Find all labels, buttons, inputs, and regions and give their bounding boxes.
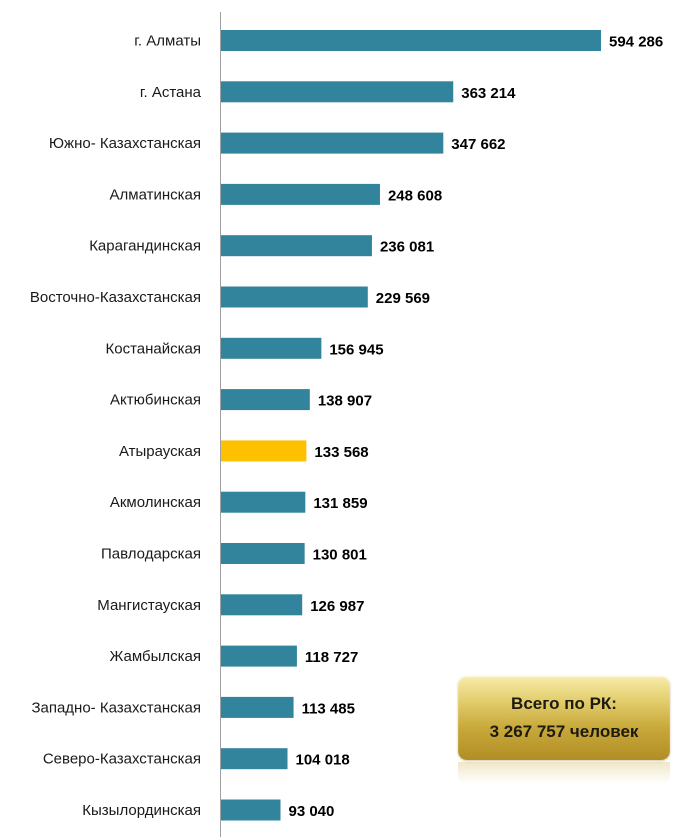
category-label: Кызылординская — [82, 802, 201, 819]
value-label: 248 608 — [388, 187, 442, 204]
value-label: 347 662 — [451, 136, 505, 153]
value-label: 156 945 — [329, 341, 383, 358]
value-label: 113 485 — [302, 700, 355, 717]
category-label: Костанайская — [106, 340, 202, 357]
category-label: г. Астана — [140, 84, 202, 101]
bar — [221, 491, 306, 513]
bar — [221, 799, 281, 821]
value-label: 131 859 — [313, 495, 367, 512]
bar — [221, 543, 305, 564]
bar — [221, 389, 310, 411]
category-label: Карагандинская — [89, 238, 201, 255]
category-label: Северо-Казахстанская — [43, 751, 201, 768]
value-label: 93 040 — [288, 803, 334, 820]
bar — [221, 81, 454, 103]
bar — [221, 748, 288, 770]
bar — [221, 183, 380, 205]
bar — [221, 286, 368, 308]
category-label: Южно- Казахстанская — [49, 135, 201, 152]
total-box-reflection — [458, 762, 670, 784]
bar — [221, 696, 294, 718]
value-label: 133 568 — [314, 444, 368, 461]
value-labels: 594 286 363 214 347 662 248 608 236 081 229 5… — [288, 34, 663, 821]
bar — [221, 235, 372, 257]
total-value: 3 267 757 человек — [489, 722, 639, 741]
category-label: Атырауская — [119, 443, 201, 460]
category-label: Алматинская — [110, 186, 201, 203]
bars — [221, 30, 601, 821]
value-label: 594 286 — [609, 34, 663, 51]
category-label: Мангистауская — [97, 597, 201, 614]
category-label: Западно- Казахстанская — [31, 699, 201, 716]
category-label: г. Алматы — [134, 33, 201, 50]
value-label: 138 907 — [318, 393, 372, 410]
bar — [221, 30, 601, 51]
category-label: Акмолинская — [110, 494, 201, 511]
value-label: 104 018 — [296, 752, 350, 769]
category-labels: г. Алматы г. Астана Южно- Казахстанская Алм… — [30, 33, 202, 820]
value-label: 118 727 — [305, 649, 358, 666]
value-label: 130 801 — [313, 547, 367, 564]
bar-highlighted — [221, 440, 307, 462]
value-label: 363 214 — [461, 85, 516, 102]
total-summary-box: Всего по РК: 3 267 757 человек — [458, 676, 670, 760]
total-title: Всего по РК: — [511, 694, 617, 713]
category-label: Актюбинская — [110, 392, 201, 409]
bar — [221, 132, 444, 154]
category-label: Павлодарская — [101, 546, 201, 563]
value-label: 236 081 — [380, 239, 434, 256]
bar — [221, 645, 297, 667]
category-label: Жамбылская — [110, 648, 202, 665]
value-label: 229 569 — [376, 290, 430, 307]
value-label: 126 987 — [310, 598, 364, 615]
category-label: Восточно-Казахстанская — [30, 289, 201, 306]
bar — [221, 594, 303, 616]
bar — [221, 337, 322, 359]
